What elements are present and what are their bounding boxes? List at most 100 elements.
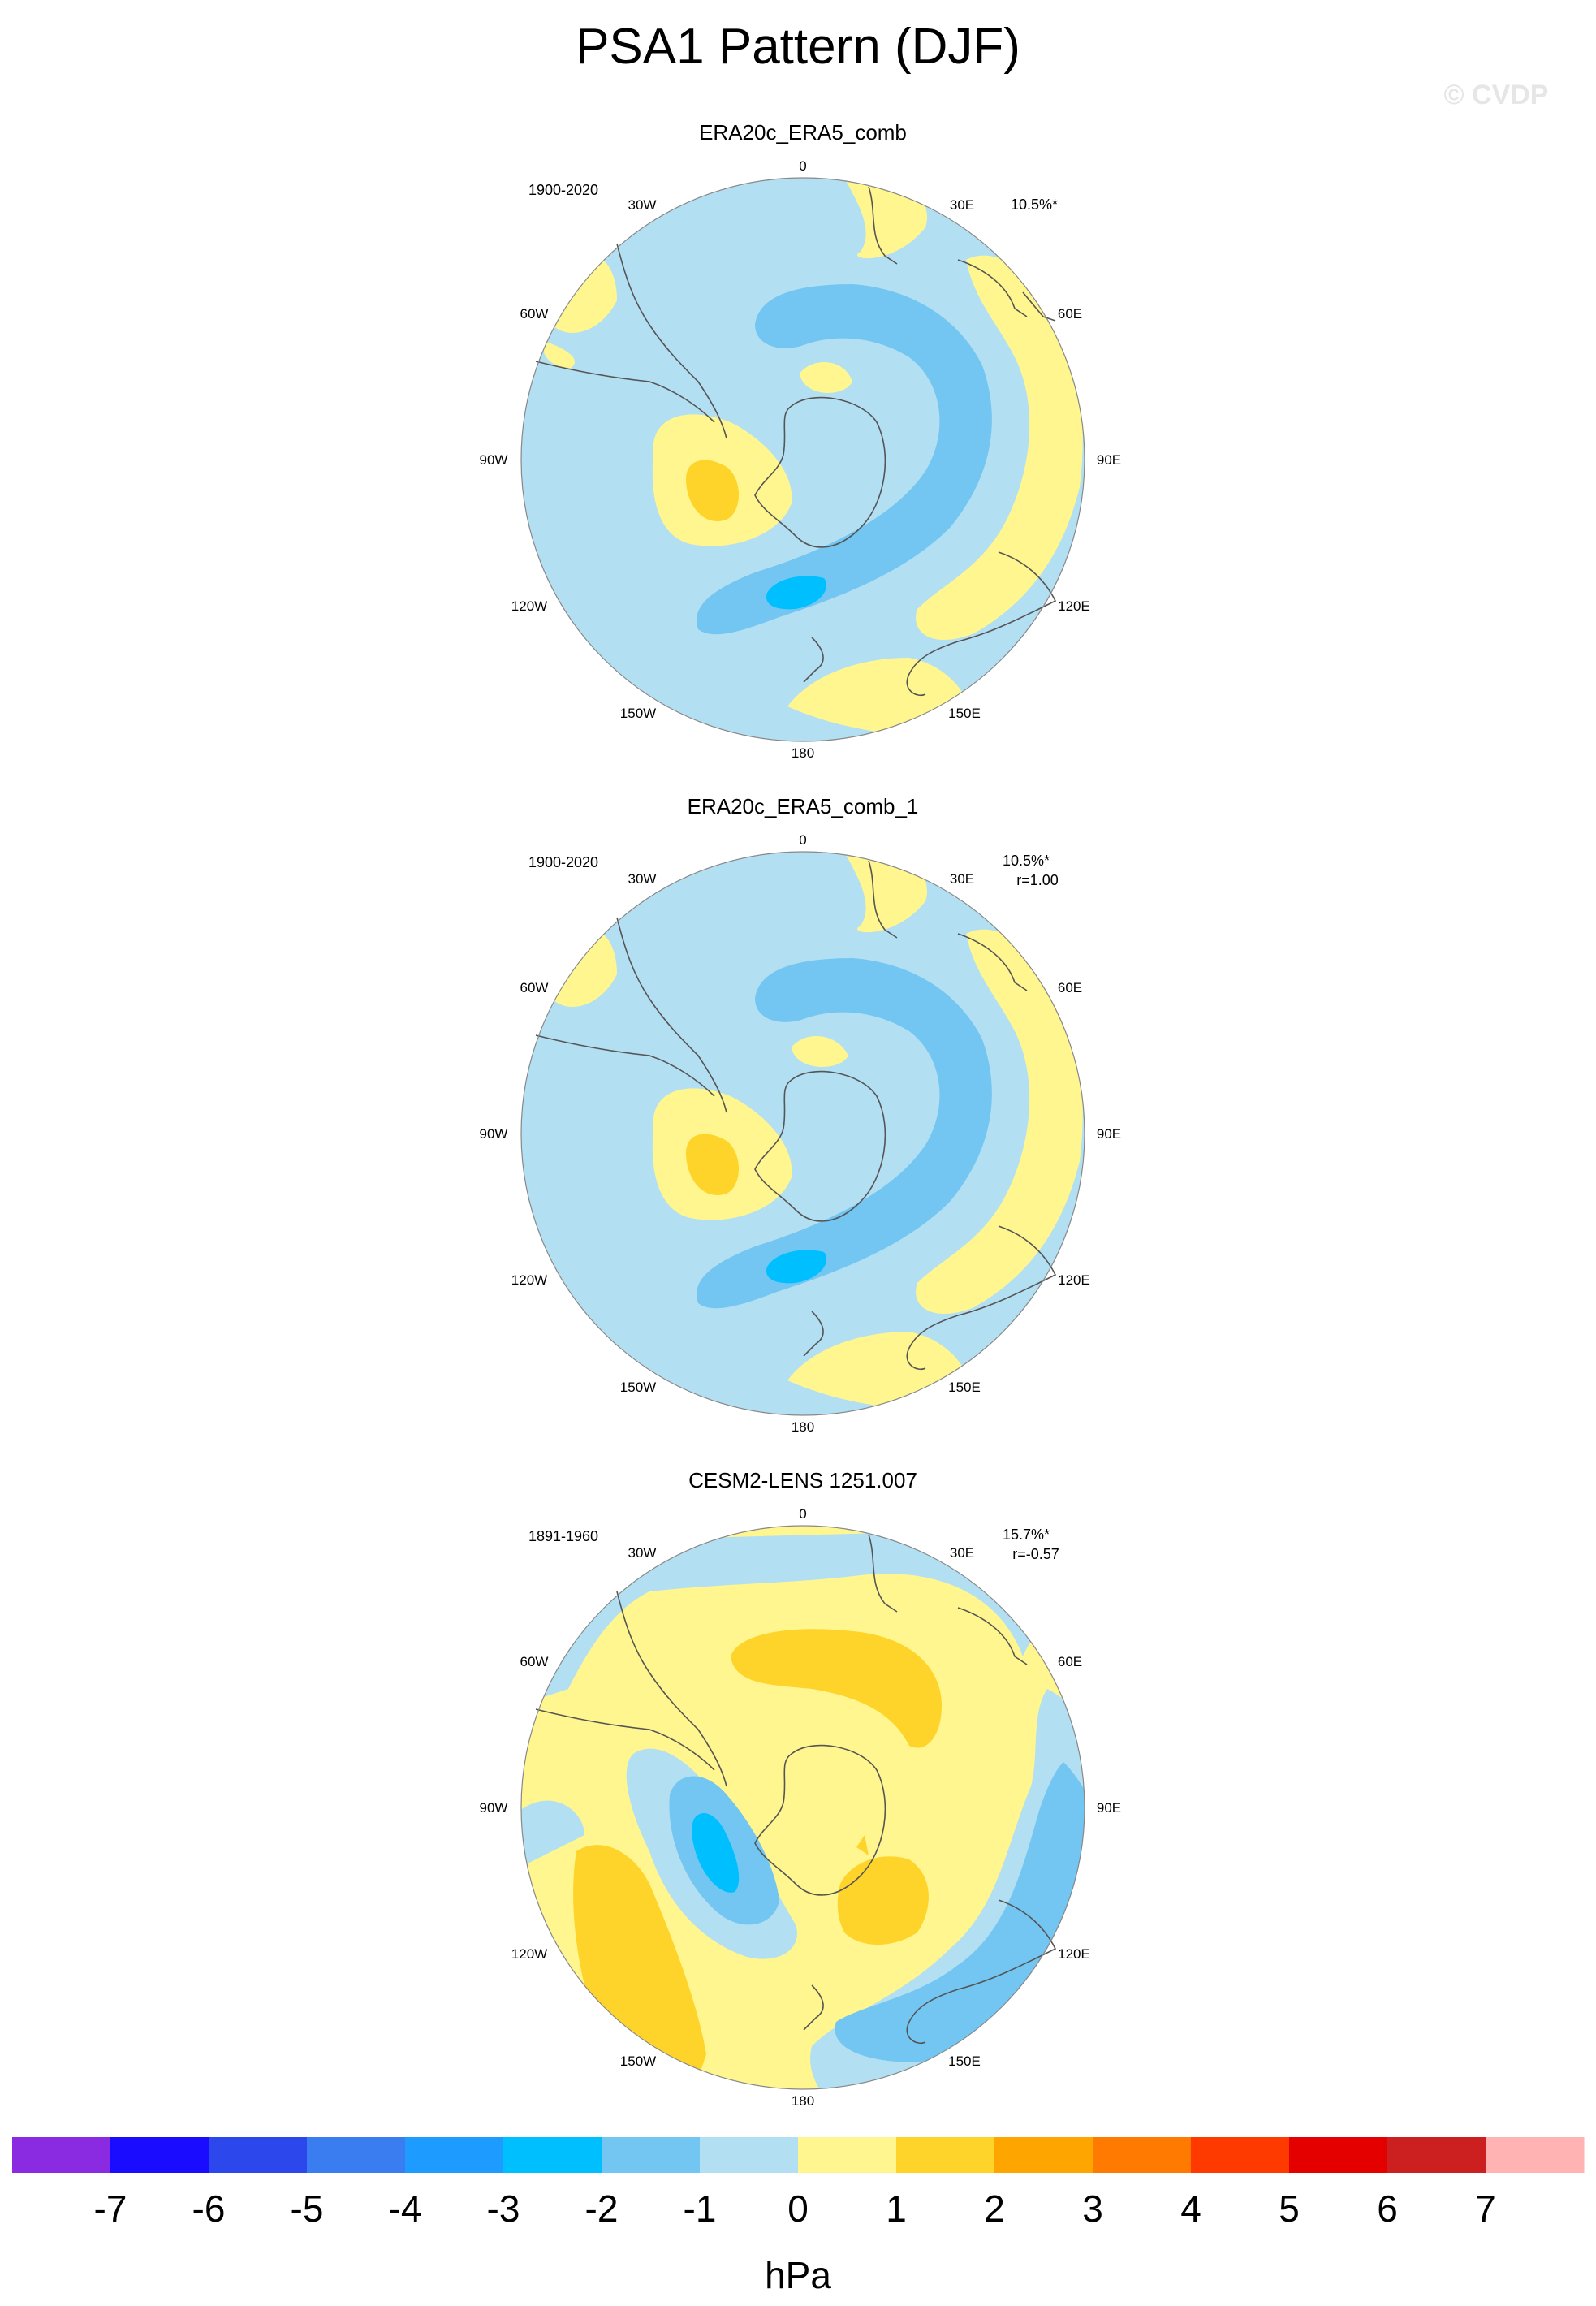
contour-band — [692, 1812, 740, 1893]
lon-label: 0 — [799, 832, 806, 848]
contour-band — [521, 1800, 584, 1868]
colorbar-tick-label: 7 — [1475, 2187, 1496, 2230]
lon-label: 60W — [520, 1654, 549, 1669]
map-panel-2: ERA20c_ERA5_comb_1 1900-2020 10.5%* r=1.… — [480, 794, 1122, 1435]
coastline — [535, 1534, 1057, 2044]
coastline-path — [616, 243, 727, 439]
lon-label: 60E — [1058, 1654, 1082, 1669]
panel-variance: 10.5%* — [1003, 853, 1050, 869]
colorbar-box — [896, 2137, 995, 2173]
colorbar-tick-label: -6 — [192, 2187, 226, 2230]
pattern-field — [521, 178, 1085, 741]
lon-label: 30E — [950, 197, 974, 213]
colorbar-box — [994, 2137, 1093, 2173]
contour-band — [837, 1856, 929, 1945]
panel-correlation: r=-0.57 — [1012, 1546, 1059, 1562]
lon-label: 120E — [1058, 1946, 1090, 1962]
coastline-path — [803, 637, 824, 683]
colorbar-box — [1486, 2137, 1585, 2173]
colorbar-box — [1093, 2137, 1192, 2173]
lon-label: 90W — [480, 1126, 508, 1142]
copyright-watermark: © CVDP — [1444, 80, 1549, 110]
coastline-path — [754, 396, 886, 548]
colorbar-units: hPa — [765, 2254, 831, 2296]
colorbar-tick-label: 5 — [1279, 2187, 1300, 2230]
map-boundary — [520, 851, 1085, 1416]
colorbar-tick-label: 6 — [1377, 2187, 1398, 2230]
coastline-path — [906, 551, 1057, 696]
lon-label: 120W — [511, 1272, 547, 1288]
lon-label: 30W — [628, 1545, 657, 1561]
coastline-path — [1022, 291, 1056, 322]
contour-band — [521, 178, 1085, 741]
colorbar-box — [1191, 2137, 1290, 2173]
lon-label: 180 — [792, 745, 814, 761]
coastline-path — [906, 1899, 1057, 2044]
colorbar-box — [1289, 2137, 1388, 2173]
lon-label: 120W — [511, 1946, 547, 1962]
coastline-path — [754, 1744, 886, 1896]
longitude-labels: 0 30E 60E 90E 120E 150E 180 150W 120W 90… — [480, 832, 1122, 1435]
coastline-path — [535, 1034, 715, 1097]
colorbar-box — [405, 2137, 504, 2173]
colorbar-tick-label: 2 — [984, 2187, 1005, 2230]
lon-label: 0 — [799, 158, 806, 174]
colorbar-boxes — [12, 2137, 1585, 2173]
lon-label: 120E — [1058, 1272, 1090, 1288]
lon-label: 150W — [620, 706, 656, 721]
coastline-path — [803, 1984, 824, 2031]
lon-label: 90E — [1097, 452, 1121, 468]
lon-label: 30E — [950, 1545, 974, 1561]
contour-band — [731, 1629, 942, 1748]
map-panel-1: ERA20c_ERA5_comb 1900-2020 10.5%* — [480, 120, 1122, 761]
colorbar-box — [209, 2137, 308, 2173]
lon-label: 30E — [950, 871, 974, 887]
colorbar-box — [798, 2137, 897, 2173]
panel-correlation: r=1.00 — [1016, 872, 1059, 888]
contour-band — [800, 362, 852, 393]
lon-label: 150E — [948, 2053, 981, 2069]
coastline-path — [616, 917, 727, 1113]
colorbar-tick-label: -5 — [291, 2187, 324, 2230]
panel-title: ERA20c_ERA5_comb — [699, 120, 907, 145]
lon-label: 30W — [628, 197, 657, 213]
panel-variance: 10.5%* — [1011, 196, 1058, 213]
lon-label: 60E — [1058, 306, 1082, 322]
colorbar-box — [110, 2137, 209, 2173]
panel-period: 1900-2020 — [528, 182, 598, 198]
colorbar-tick-label: 4 — [1180, 2187, 1201, 2230]
lon-label: 0 — [799, 1506, 806, 1522]
contour-band — [686, 460, 739, 521]
coastline-path — [906, 1225, 1057, 1370]
colorbar-tick-label: -1 — [684, 2187, 717, 2230]
lon-label: 60W — [520, 306, 549, 322]
lon-label: 120W — [511, 598, 547, 614]
figure-title: PSA1 Pattern (DJF) — [576, 19, 1020, 75]
coastline-path — [868, 186, 898, 265]
colorbar-tick-label: 0 — [787, 2187, 809, 2230]
panel-variance: 15.7%* — [1003, 1527, 1050, 1543]
lon-label: 150W — [620, 1380, 656, 1395]
colorbar: -7 -6 -5 -4 -3 -2 -1 0 1 2 3 4 5 6 7 hPa — [12, 2137, 1585, 2296]
coastline-path — [616, 1591, 727, 1787]
lon-label: 90E — [1097, 1800, 1121, 1816]
panel-period: 1900-2020 — [528, 854, 598, 870]
colorbar-tick-label: -2 — [585, 2187, 619, 2230]
coastline-path — [868, 860, 898, 939]
panel-period: 1891-1960 — [528, 1528, 598, 1544]
longitude-labels: 0 30E 60E 90E 120E 150E 180 150W 120W 90… — [480, 158, 1122, 761]
lon-label: 150E — [948, 1380, 981, 1395]
contour-band — [766, 576, 827, 610]
longitude-labels: 0 30E 60E 90E 120E 150E 180 150W 120W 90… — [480, 1506, 1122, 2109]
coastline-path — [957, 259, 1028, 317]
contour-band — [766, 1250, 827, 1284]
lon-label: 60W — [520, 980, 549, 995]
colorbar-box — [700, 2137, 799, 2173]
map-boundary — [520, 177, 1085, 742]
coastline-path — [957, 1607, 1028, 1665]
contour-band — [916, 255, 1083, 641]
coastline — [535, 860, 1057, 1370]
lon-label: 60E — [1058, 980, 1082, 995]
contour-band — [697, 284, 992, 635]
